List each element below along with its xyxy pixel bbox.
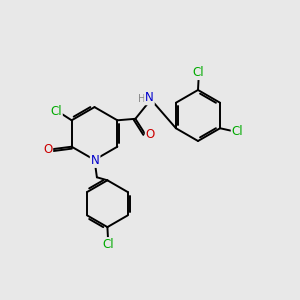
- Text: O: O: [146, 128, 155, 141]
- Text: Cl: Cl: [232, 125, 243, 138]
- Text: N: N: [145, 91, 154, 104]
- Text: Cl: Cl: [102, 238, 114, 251]
- Text: N: N: [91, 154, 100, 167]
- Text: Cl: Cl: [50, 105, 62, 119]
- Text: O: O: [43, 142, 52, 156]
- Text: H: H: [138, 94, 146, 104]
- Text: Cl: Cl: [193, 66, 204, 79]
